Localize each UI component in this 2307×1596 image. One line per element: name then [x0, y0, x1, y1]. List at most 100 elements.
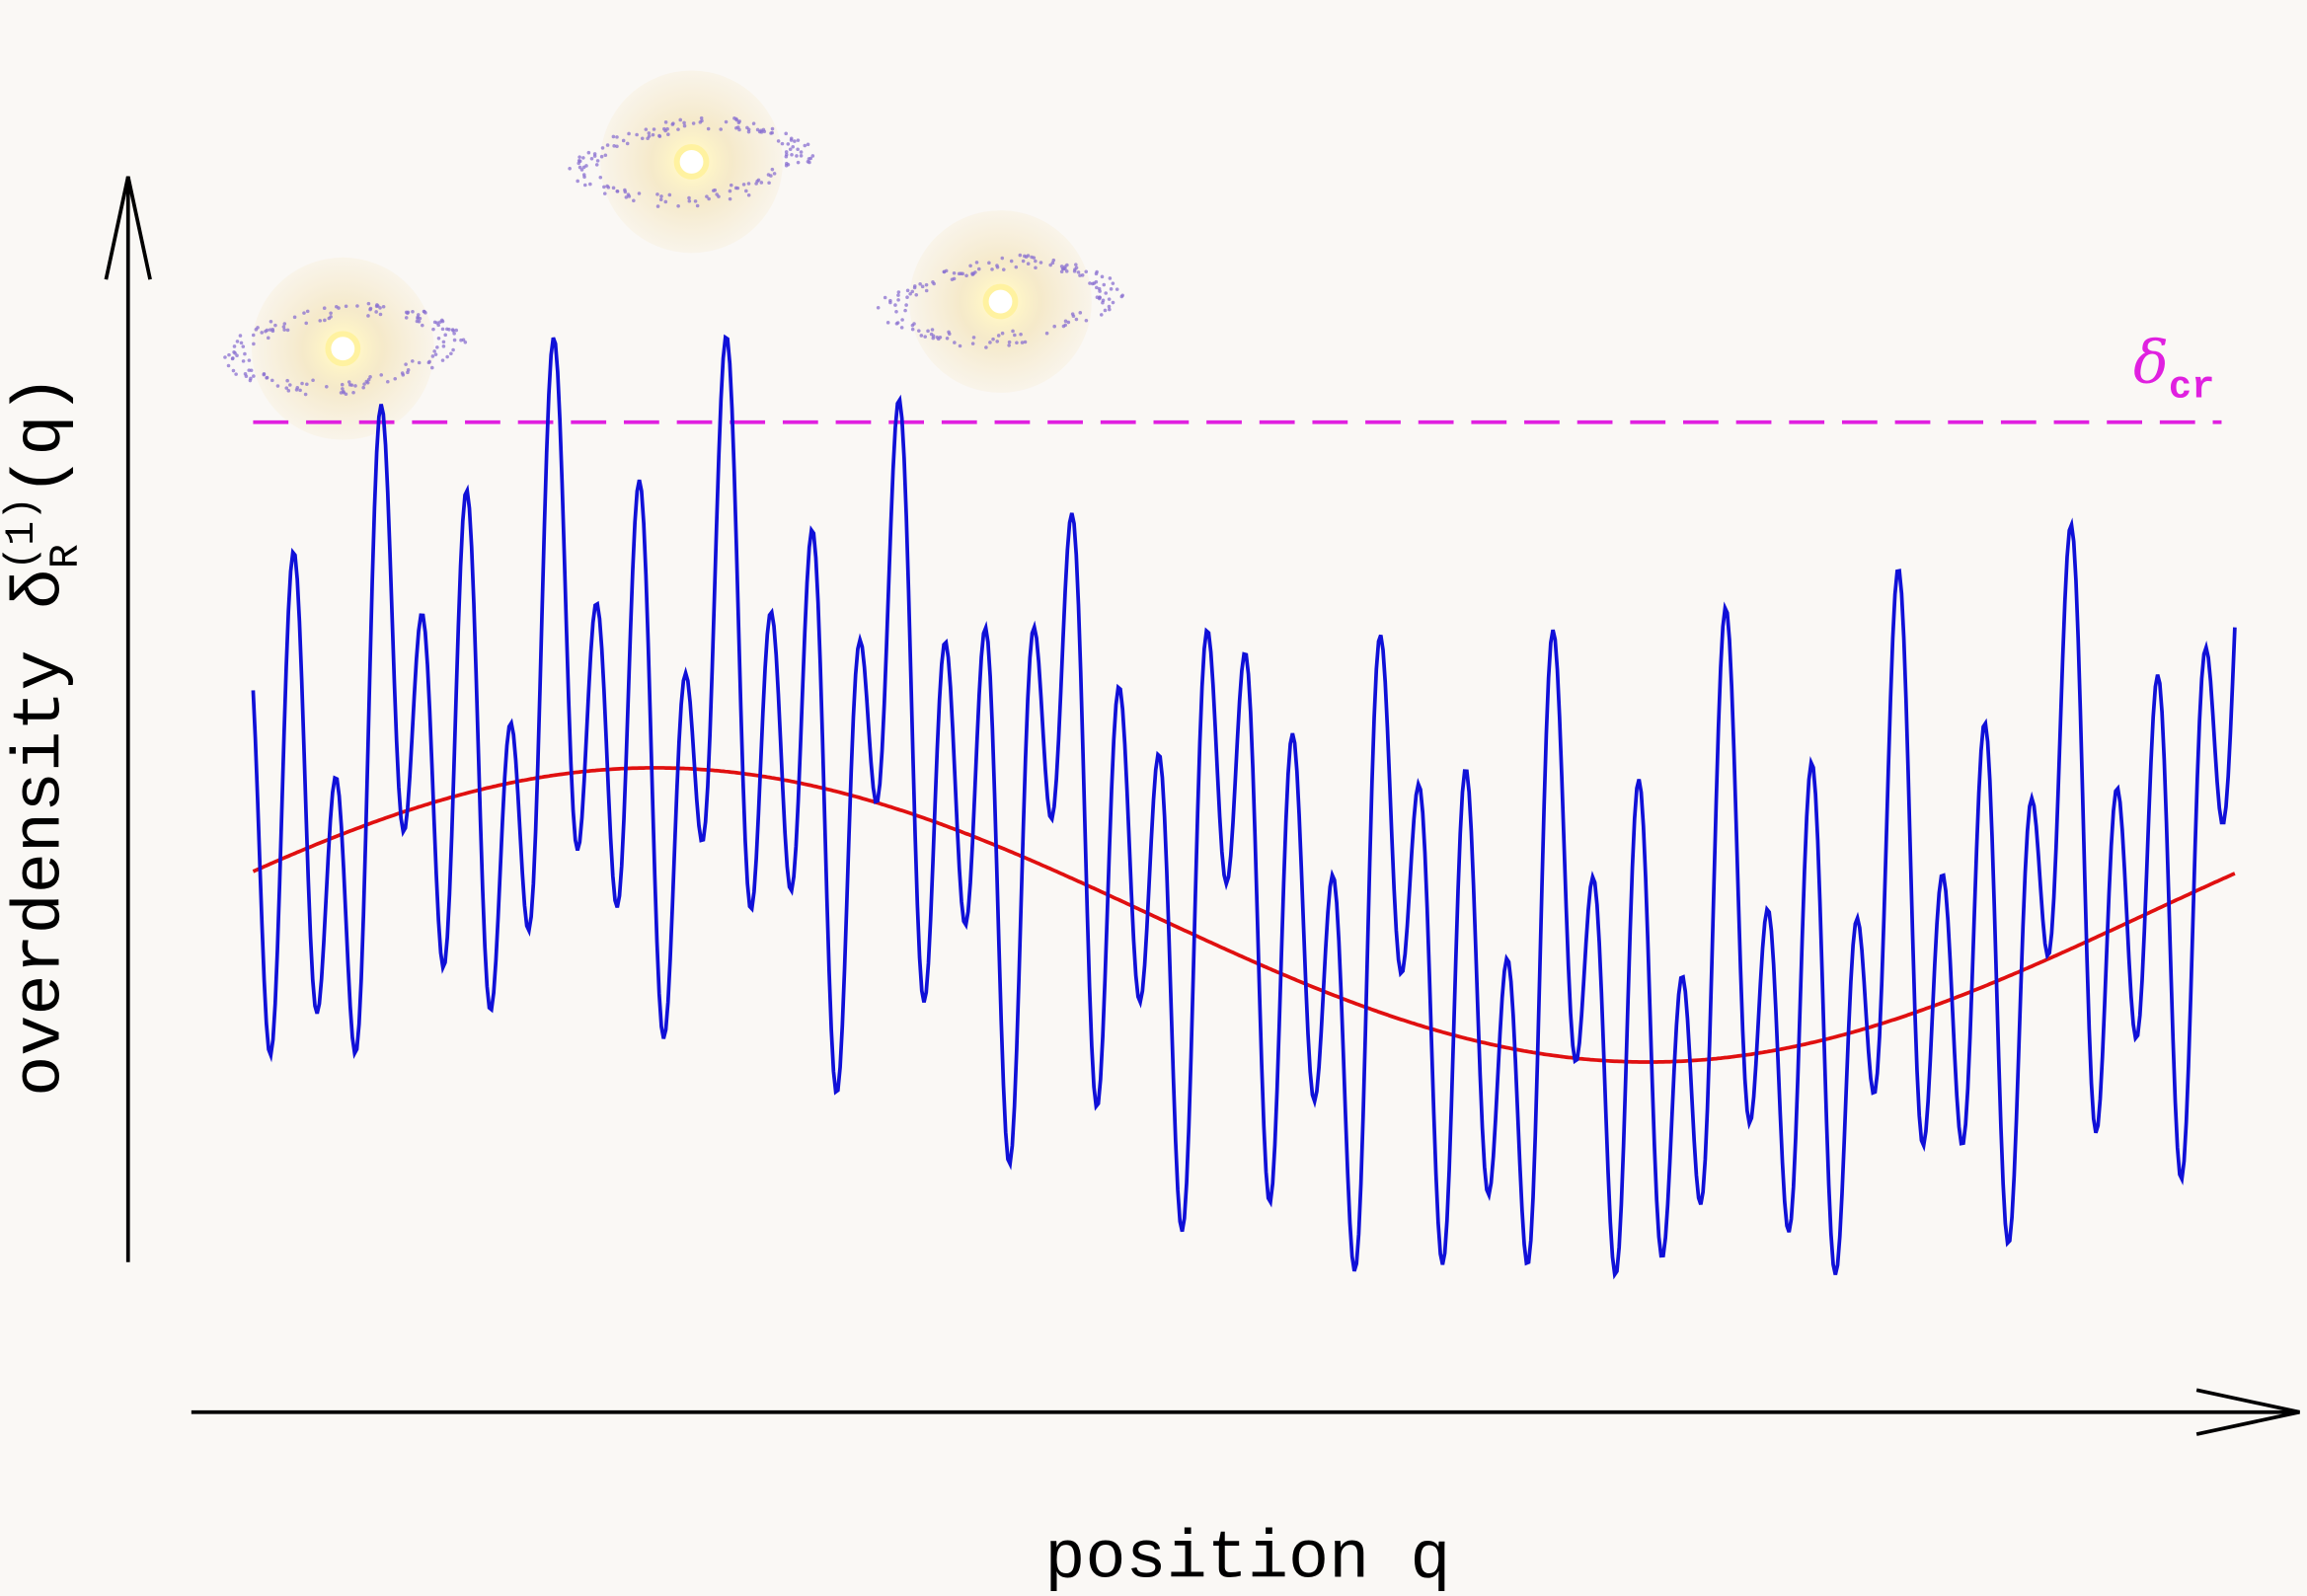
galaxy-star	[1063, 323, 1068, 328]
galaxy-star	[646, 136, 650, 141]
galaxy-star	[463, 341, 468, 344]
galaxy-star	[984, 345, 988, 349]
galaxy-star	[251, 333, 256, 338]
galaxy-star	[318, 319, 323, 323]
galaxy-star	[793, 139, 797, 143]
axes	[104, 176, 2300, 1436]
galaxy-star	[270, 378, 274, 383]
galaxy-star	[1094, 279, 1099, 284]
galaxies	[223, 70, 1124, 440]
galaxy-star	[1026, 262, 1031, 266]
galaxy-star	[755, 127, 760, 132]
galaxy-star	[230, 356, 235, 361]
galaxy-star	[780, 141, 785, 146]
galaxy-star	[577, 161, 581, 166]
galaxy-star	[374, 310, 378, 314]
galaxy-star	[964, 273, 968, 278]
galaxy-star	[659, 194, 663, 198]
galaxy-star	[896, 293, 900, 297]
galaxy-star	[241, 344, 246, 348]
y-axis-label: overdensity δR(1)(q)	[0, 374, 90, 1097]
galaxy-star	[347, 383, 352, 387]
galaxy-star	[904, 303, 908, 307]
galaxy-star	[368, 375, 372, 379]
galaxy-star	[746, 129, 751, 134]
galaxy-star	[366, 314, 370, 318]
galaxy-star	[938, 335, 943, 340]
galaxy-star	[759, 130, 764, 134]
galaxy-star	[1051, 258, 1056, 263]
galaxy-star	[440, 327, 445, 332]
galaxy-star	[885, 321, 890, 325]
galaxy-star	[423, 310, 426, 314]
galaxy-star	[340, 382, 345, 387]
galaxy-star	[652, 127, 656, 131]
galaxy-star	[706, 126, 711, 131]
galaxy-star	[344, 304, 348, 309]
galaxy-star	[260, 331, 265, 335]
galaxy-star	[1001, 267, 1006, 271]
galaxy-star	[322, 306, 327, 311]
galaxy-star	[625, 141, 630, 146]
galaxy-star	[282, 328, 286, 332]
galaxy-star	[806, 142, 810, 147]
galaxy-star	[699, 115, 704, 120]
galaxy-star	[404, 362, 408, 366]
galaxy-star	[344, 392, 348, 397]
galaxy-star	[995, 264, 999, 267]
galaxy-star	[1097, 296, 1102, 301]
galaxy-star	[268, 328, 272, 332]
galaxy-star	[693, 199, 698, 203]
x-axis-label: position q	[1044, 1521, 1450, 1596]
galaxy-star	[1095, 269, 1099, 274]
galaxy-star	[734, 126, 738, 130]
galaxy-star	[452, 332, 456, 336]
galaxy-star	[1059, 269, 1064, 274]
galaxy-star	[436, 336, 441, 341]
galaxy-star	[247, 358, 252, 362]
galaxy-star	[1109, 287, 1114, 291]
galaxy-star	[1084, 269, 1089, 274]
galaxy-star	[1023, 254, 1027, 259]
galaxy-star	[1009, 259, 1014, 264]
galaxy-star	[393, 376, 398, 381]
galaxy-star	[366, 301, 371, 306]
y-label-tail: (q)	[3, 374, 80, 495]
galaxy-star	[903, 308, 907, 313]
galaxy-star	[624, 195, 629, 199]
galaxy-star	[288, 383, 292, 387]
galaxy-star	[421, 323, 424, 328]
galaxy-star	[744, 189, 748, 193]
galaxy-star	[226, 363, 231, 368]
galaxy-star	[770, 167, 775, 172]
galaxy-star	[893, 303, 897, 307]
galaxy-star	[988, 341, 992, 344]
galaxy-star	[953, 341, 957, 344]
galaxy-star	[303, 392, 308, 397]
galaxy-star	[612, 144, 616, 148]
galaxy-star	[1100, 274, 1105, 279]
galaxy-star	[729, 183, 733, 188]
galaxy-star	[615, 144, 619, 149]
galaxy-star	[767, 181, 771, 186]
x-arrowhead	[2195, 1388, 2300, 1436]
galaxy-star	[602, 191, 607, 195]
galaxy-star	[433, 352, 438, 356]
galaxy-star	[1034, 266, 1038, 270]
galaxy-star	[713, 188, 718, 192]
galaxy-star	[1044, 331, 1049, 336]
galaxy-star	[430, 365, 434, 370]
galaxy-star	[770, 130, 774, 135]
galaxy-star	[663, 199, 668, 204]
galaxy-star	[452, 338, 457, 342]
galaxy-star	[990, 267, 994, 271]
galaxy-star	[281, 325, 286, 329]
galaxy-star	[581, 156, 585, 160]
galaxy-star	[682, 123, 687, 128]
galaxy-star	[586, 150, 591, 155]
galaxy-star	[759, 181, 764, 185]
galaxy-star	[286, 389, 291, 393]
galaxy-star	[1088, 281, 1092, 285]
galaxy-star	[1059, 265, 1064, 268]
galaxy-star	[1084, 318, 1089, 323]
